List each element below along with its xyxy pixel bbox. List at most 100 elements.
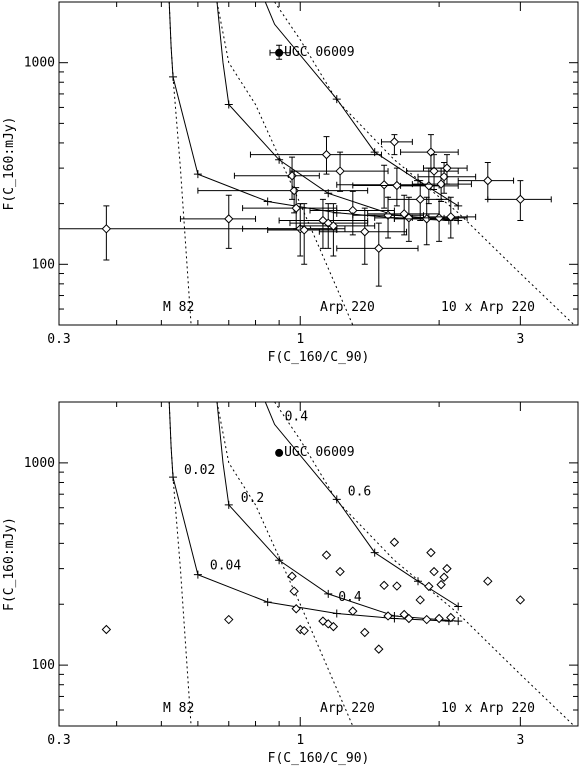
track-line	[168, 402, 449, 622]
y-tick-label: 1000	[24, 56, 55, 71]
track-value-label: 0.6	[348, 484, 371, 499]
y-tick-label: 100	[32, 658, 55, 673]
plot-area	[101, 402, 575, 726]
source-point	[434, 613, 444, 624]
track-point	[169, 72, 178, 81]
track-point	[275, 155, 284, 164]
source-point	[287, 171, 297, 181]
x-tick-label: 3	[516, 332, 524, 347]
source-point	[321, 149, 332, 160]
source-point	[404, 613, 414, 624]
source-point	[379, 580, 389, 591]
source-point	[426, 147, 436, 157]
y-axis-label: F(C_160:mJy)	[2, 517, 17, 611]
source-point	[415, 595, 425, 605]
source-point	[287, 571, 297, 581]
source-point	[224, 614, 234, 625]
track-point	[332, 495, 341, 504]
y-tick-label: 1000	[24, 456, 55, 471]
track-value-label: 0.4	[338, 590, 362, 605]
source-point	[389, 137, 400, 147]
track-point	[370, 548, 379, 557]
source-point	[291, 604, 301, 614]
source-point	[429, 566, 439, 577]
x-tick-label: 3	[516, 733, 524, 748]
source-point-filled	[275, 48, 284, 57]
y-axis-label: F(C_160:mJy)	[2, 117, 17, 211]
model-label: M 82	[163, 701, 194, 716]
source-point	[360, 227, 370, 237]
x-error-bar	[233, 172, 320, 179]
track-point	[454, 201, 463, 210]
track-point	[275, 556, 284, 565]
model-curve	[216, 402, 354, 726]
source-point	[318, 215, 328, 226]
x-tick-label: 0.3	[47, 733, 70, 748]
model-label: 10 x Arp 220	[441, 701, 535, 716]
source-point	[335, 166, 345, 176]
source-point	[374, 644, 384, 654]
track-line	[264, 402, 459, 607]
track-point	[414, 577, 423, 586]
source-point	[422, 614, 432, 625]
track-point	[454, 602, 463, 611]
track-value-label: 0.02	[184, 463, 215, 478]
model-curve	[274, 2, 575, 325]
x-tick-label: 1	[296, 733, 304, 748]
x-axis-label: F(C_160/C_90)	[268, 350, 370, 365]
source-point	[323, 619, 333, 629]
source-point	[321, 550, 332, 560]
plot-frame	[58, 401, 579, 727]
track-point	[169, 473, 178, 482]
model-curve	[168, 2, 192, 325]
source-point	[101, 224, 112, 234]
source-point	[436, 579, 446, 590]
source-point	[442, 563, 452, 574]
source-point	[318, 616, 328, 626]
track-value-label: 0.2	[241, 491, 264, 506]
source-point	[323, 218, 333, 228]
source-point	[439, 572, 449, 582]
model-label: Arp 220	[320, 300, 375, 315]
track-point	[324, 589, 333, 598]
point-label: UGC 06009	[284, 445, 354, 460]
track-line	[168, 2, 449, 221]
source-point	[101, 624, 112, 635]
source-point	[483, 576, 493, 586]
source-point	[483, 175, 493, 186]
track-point	[332, 609, 341, 618]
x-tick-label: 1	[296, 332, 304, 347]
track-point	[224, 100, 233, 109]
x-tick-label: 0.3	[47, 332, 70, 347]
source-point	[446, 212, 456, 222]
chart-panel-2: 0.3 1 3 100 1000 F(C_160/C_90) F(C_160:mJy) UGC…	[2, 401, 579, 766]
track-point	[332, 95, 341, 104]
source-point	[328, 621, 339, 632]
source-point	[515, 595, 526, 605]
y-error-bar	[375, 222, 382, 287]
source-point	[415, 194, 425, 205]
plot-frame	[58, 1, 579, 326]
model-curve	[168, 402, 192, 726]
source-point	[429, 166, 439, 176]
x-axis-label: F(C_160/C_90)	[268, 751, 370, 766]
track-value-label: 0.4	[285, 409, 309, 424]
track-point	[263, 197, 272, 206]
source-point	[348, 606, 358, 616]
source-point	[404, 213, 414, 223]
source-point	[426, 547, 436, 558]
source-point	[515, 194, 526, 205]
source-point	[442, 163, 452, 173]
track-line	[216, 2, 459, 221]
model-curve	[274, 402, 575, 726]
source-point	[446, 612, 456, 623]
source-point	[291, 203, 301, 213]
source-point	[335, 566, 345, 577]
source-point	[392, 581, 402, 591]
track-point	[224, 500, 233, 509]
model-label: M 82	[163, 300, 194, 315]
source-point	[389, 537, 400, 547]
track-point	[193, 170, 202, 179]
track-point	[454, 617, 463, 626]
